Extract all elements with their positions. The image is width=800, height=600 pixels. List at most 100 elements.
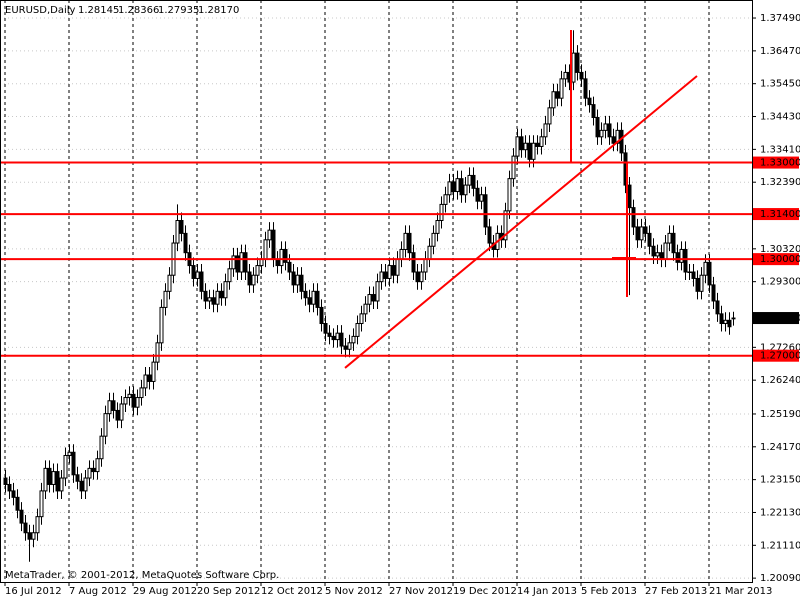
candle-body: [211, 297, 216, 305]
candle-body: [207, 297, 212, 302]
candle-body: [87, 467, 92, 479]
candle-body: [127, 393, 132, 399]
candle-body: [19, 509, 24, 524]
candle-body: [167, 274, 172, 292]
x-tick-label: 29 Aug 2012: [133, 586, 197, 597]
y-tick-label: 1.33410: [760, 144, 800, 155]
candle-body: [183, 232, 188, 254]
candle-body: [415, 271, 420, 283]
candle-body: [679, 248, 684, 263]
y-tick-label: 1.21110: [760, 540, 800, 551]
candle-body: [539, 136, 544, 147]
x-tick-label: 5 Nov 2012: [325, 586, 383, 597]
candle-body: [23, 522, 28, 534]
candle-body: [123, 397, 128, 405]
candle-body: [443, 194, 448, 205]
candle-body: [267, 229, 272, 241]
candle-body: [667, 232, 672, 244]
candle-body: [531, 142, 536, 160]
candle-body: [551, 91, 556, 109]
candle-body: [647, 232, 652, 247]
candle-body: [175, 220, 180, 244]
candle-body: [155, 342, 160, 363]
candle-body: [203, 290, 208, 302]
candle-body: [559, 78, 564, 99]
level-label-box: [753, 156, 799, 169]
candle-body: [295, 274, 300, 286]
candle-body: [15, 496, 20, 511]
candle-body: [331, 335, 336, 341]
candle-body: [451, 181, 456, 193]
candle-body: [463, 184, 468, 196]
x-tick-label: 27 Nov 2012: [389, 586, 453, 597]
candle-body: [79, 480, 84, 492]
ohlc-close: 1.28170: [198, 5, 239, 16]
candle-body: [247, 271, 252, 286]
candle-body: [651, 245, 656, 257]
candle-body: [263, 239, 268, 260]
candle-body: [583, 78, 588, 99]
candle-body: [683, 248, 688, 273]
y-tick-label: 1.27260: [760, 342, 800, 353]
candle-body: [379, 271, 384, 283]
candle-body: [215, 290, 220, 305]
candle-body: [455, 178, 460, 193]
candle-body: [387, 265, 392, 279]
candle-body: [195, 271, 200, 279]
candle-body: [483, 194, 488, 228]
candle-body: [279, 248, 284, 267]
candle-body: [575, 52, 580, 73]
level-label: 1.33000: [760, 158, 800, 169]
candle-body: [435, 220, 440, 234]
candle-body: [603, 123, 608, 131]
candle-body: [731, 317, 736, 320]
candle-body: [235, 255, 240, 273]
trendline: [344, 75, 698, 369]
candle-body: [695, 277, 700, 292]
candle-body: [339, 332, 344, 347]
candle-body: [691, 271, 696, 279]
candle-body: [547, 107, 552, 125]
candle-body: [635, 226, 640, 241]
candle-body: [419, 271, 424, 283]
candle-body: [367, 294, 372, 305]
candle-body: [399, 248, 404, 260]
candle-body: [359, 313, 364, 325]
candle-body: [139, 387, 144, 399]
candle-body: [403, 232, 408, 250]
level-label-box: [753, 208, 799, 221]
candle-body: [395, 258, 400, 276]
candle-body: [699, 274, 704, 292]
y-tick-label: 1.34430: [760, 112, 800, 123]
candle-body: [655, 252, 660, 257]
candle-body: [299, 274, 304, 292]
candle-body: [719, 313, 724, 325]
candle-body: [467, 174, 472, 186]
candle-body: [223, 281, 228, 299]
current-price-label: 1.28170: [760, 313, 800, 324]
candle-body: [143, 374, 148, 389]
candle-body: [423, 258, 428, 273]
candle-body: [587, 97, 592, 106]
candle-body: [179, 220, 184, 234]
candle-body: [543, 123, 548, 138]
candle-body: [471, 174, 476, 189]
candle-body: [151, 361, 156, 382]
candle-body: [347, 342, 352, 350]
candle-body: [231, 255, 236, 270]
candle-body: [427, 245, 432, 260]
candle-body: [131, 393, 136, 408]
candle-body: [135, 397, 140, 408]
candle-body: [519, 136, 524, 151]
candle-body: [43, 467, 48, 492]
candle-body: [711, 284, 716, 302]
chart-title: EURUSD,Daily: [5, 5, 76, 16]
candle-body: [479, 194, 484, 202]
candle-body: [307, 297, 312, 305]
candle-body: [31, 532, 36, 540]
candle-body: [287, 261, 292, 273]
candle-body: [459, 178, 464, 196]
candle-body: [643, 226, 648, 234]
candle-body: [407, 232, 412, 254]
